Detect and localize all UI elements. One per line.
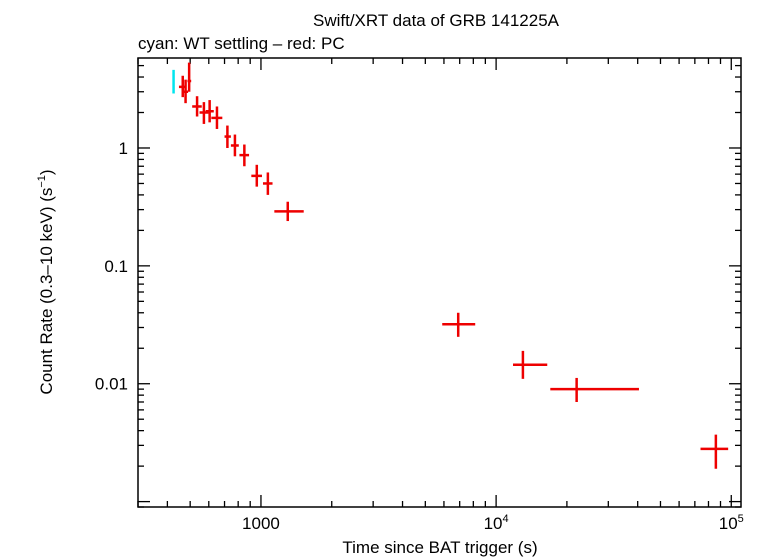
data-point [274, 201, 304, 222]
x-tick-label: 104 [484, 513, 509, 533]
y-axis-label-sup: −1 [36, 175, 48, 188]
y-tick-label: 0.01 [95, 375, 128, 394]
y-tick-label: 0.1 [104, 257, 128, 276]
data-point [224, 125, 231, 148]
y-axis-label: Count Rate (0.3–10 keV) (s−1) [36, 169, 56, 394]
data-point [183, 79, 189, 104]
y-axis-label-close: ) [37, 169, 56, 175]
data-points [172, 62, 729, 469]
data-point [211, 106, 223, 129]
data-point [550, 377, 639, 402]
data-point [187, 62, 192, 92]
data-point [192, 96, 202, 117]
x-tick-label: 1000 [242, 514, 280, 533]
data-point [230, 134, 239, 157]
data-point [239, 144, 250, 167]
x-tick-label: 105 [719, 513, 744, 533]
chart-subtitle: cyan: WT settling – red: PC [138, 34, 345, 53]
y-tick-labels: 1 0.1 0.01 [95, 139, 128, 394]
plot-frame [137, 57, 742, 508]
data-point [442, 312, 476, 337]
data-point [251, 164, 262, 187]
y-tick-label: 1 [119, 139, 128, 158]
x-tick-labels: 1000 104 105 [242, 513, 744, 533]
data-point [205, 100, 214, 123]
data-point [262, 172, 273, 195]
data-point [199, 102, 209, 124]
y-axis-label-main: Count Rate (0.3–10 keV) (s [37, 188, 56, 395]
x-axis-label: Time since BAT trigger (s) [342, 538, 537, 557]
chart-title: Swift/XRT data of GRB 141225A [313, 11, 560, 30]
axis-ticks [137, 58, 741, 508]
data-point [700, 434, 729, 469]
data-point [513, 350, 548, 379]
